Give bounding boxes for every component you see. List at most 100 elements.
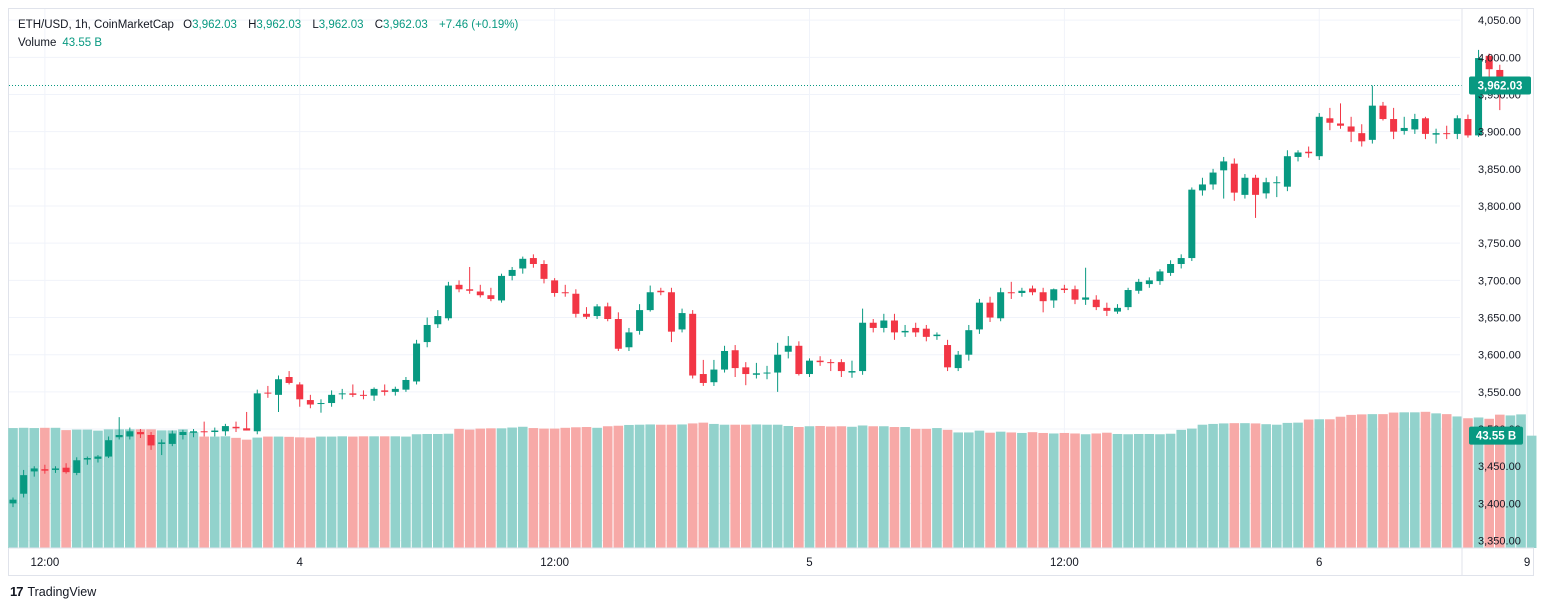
volume-bar: [443, 433, 454, 548]
candle-body: [614, 319, 622, 349]
candle-body: [391, 388, 399, 392]
volume-bar: [1293, 422, 1303, 548]
volume-bar: [825, 426, 836, 548]
candle-body: [519, 258, 527, 269]
volume-bar: [932, 428, 942, 548]
y-tick-label: 3,400.00: [1478, 498, 1521, 510]
volume-bar: [942, 429, 953, 548]
candle-body: [253, 393, 261, 432]
x-tick-label: 12:00: [1050, 557, 1079, 569]
candle-body: [1305, 151, 1313, 154]
volume-legend: Volume 43.55 B: [18, 34, 102, 52]
candle-body: [232, 426, 240, 429]
volume-bar: [1240, 423, 1250, 548]
candle-body: [689, 313, 697, 376]
tradingview-brand[interactable]: 17 TradingView: [10, 584, 96, 599]
candle-body: [1390, 119, 1398, 132]
candle-body: [487, 295, 495, 299]
candle-body: [1337, 123, 1344, 126]
y-tick-label: 3,850.00: [1478, 164, 1521, 176]
volume-bar: [199, 436, 209, 548]
volume-bar: [103, 429, 114, 548]
candle-body: [1082, 297, 1090, 300]
volume-bar: [571, 427, 581, 548]
volume-bar: [1208, 423, 1218, 548]
volume-bar: [730, 424, 740, 548]
volume-bar: [1505, 415, 1516, 548]
volume-bar: [1229, 423, 1240, 548]
candle-body: [434, 316, 442, 325]
candle-body: [657, 290, 665, 293]
candle-body: [721, 350, 729, 370]
candle-body: [41, 469, 49, 471]
candle-body: [423, 324, 431, 343]
volume-bar: [294, 437, 305, 548]
candle-body: [848, 371, 856, 373]
candle-body: [9, 499, 17, 504]
candle-body: [179, 432, 187, 435]
volume-bar: [879, 426, 889, 548]
candle-body: [147, 434, 155, 446]
candle-body: [1358, 133, 1366, 142]
candle-body: [413, 343, 421, 382]
open-label: O: [183, 19, 193, 31]
candle-body: [1220, 161, 1228, 171]
candle-body: [1464, 119, 1472, 136]
volume-bar: [1165, 433, 1176, 548]
volume-bar: [985, 432, 995, 548]
candle-body: [190, 431, 198, 433]
volume-bar: [1027, 432, 1038, 548]
candle-body: [1167, 264, 1175, 273]
candle-body: [1315, 116, 1323, 157]
candle-body: [296, 384, 304, 400]
volume-bar: [1271, 424, 1282, 548]
candle-body: [922, 328, 930, 337]
candle-body: [1209, 172, 1217, 185]
volume-bar: [135, 429, 146, 548]
price-axis[interactable]: 4,050.004,000.003,950.003,900.003,850.00…: [1461, 9, 1531, 576]
volume-bar: [1144, 433, 1155, 548]
candle-body: [912, 327, 920, 333]
candle-body: [742, 367, 750, 375]
volume-label[interactable]: Volume: [18, 37, 57, 49]
volume-bar: [549, 428, 560, 548]
candle-body: [1029, 288, 1037, 293]
candle-body: [816, 360, 824, 363]
candle-body: [1294, 152, 1302, 157]
candle-body: [975, 302, 983, 330]
candle-body: [1198, 184, 1206, 191]
volume-bar: [592, 427, 602, 548]
volume-bar: [1080, 434, 1091, 548]
candle-body: [476, 291, 484, 296]
volume-bar: [284, 436, 294, 548]
volume-bar: [1218, 423, 1229, 548]
volume-bar: [1048, 433, 1059, 548]
candle-body: [890, 320, 898, 333]
volume-bar: [475, 428, 486, 548]
candle-body: [901, 330, 909, 333]
volume-bar: [804, 426, 815, 548]
candle-body: [62, 467, 70, 473]
volume-bar: [156, 430, 167, 548]
volume-bar: [188, 432, 199, 548]
volume-bar: [772, 424, 783, 548]
candle-body: [1135, 281, 1143, 291]
candle-body: [806, 360, 813, 375]
candle-body: [784, 345, 792, 352]
symbol-title[interactable]: ETH/USD, 1h, CoinMarketCap: [18, 19, 174, 31]
candle-body: [1443, 133, 1451, 135]
y-tick-label: 3,350.00: [1478, 536, 1521, 548]
candle-body: [275, 379, 282, 395]
candle-body: [221, 426, 229, 432]
candle-body: [1230, 163, 1238, 193]
volume-bar: [560, 427, 571, 548]
brand-name: TradingView: [27, 584, 97, 599]
volume-bar: [369, 436, 379, 548]
volume-bar: [1017, 432, 1027, 548]
candle-body: [646, 292, 654, 311]
low-value: 3,962.03: [318, 19, 364, 31]
volume-bar: [348, 436, 358, 548]
candle-body: [1241, 177, 1249, 195]
